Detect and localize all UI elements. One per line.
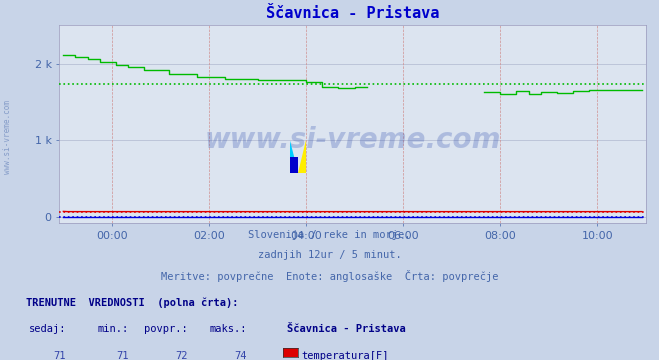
Polygon shape	[290, 140, 298, 173]
Text: temperatura[F]: temperatura[F]	[301, 351, 389, 360]
Title: Ščavnica - Pristava: Ščavnica - Pristava	[266, 6, 440, 21]
Text: 72: 72	[175, 351, 188, 360]
Text: zadnjih 12ur / 5 minut.: zadnjih 12ur / 5 minut.	[258, 250, 401, 260]
Polygon shape	[298, 140, 306, 173]
Text: Slovenija / reke in morje.: Slovenija / reke in morje.	[248, 230, 411, 240]
Text: povpr.:: povpr.:	[144, 324, 188, 334]
Text: min.:: min.:	[98, 324, 129, 334]
Text: maks.:: maks.:	[210, 324, 247, 334]
Text: 74: 74	[235, 351, 247, 360]
Text: 71: 71	[116, 351, 129, 360]
Text: Ščavnica - Pristava: Ščavnica - Pristava	[287, 324, 405, 334]
Text: www.si-vreme.com: www.si-vreme.com	[204, 126, 501, 154]
Text: Meritve: povprečne  Enote: anglosaške  Črta: povprečje: Meritve: povprečne Enote: anglosaške Črt…	[161, 270, 498, 282]
Text: TRENUTNE  VREDNOSTI  (polna črta):: TRENUTNE VREDNOSTI (polna črta):	[26, 297, 239, 307]
Text: 71: 71	[53, 351, 66, 360]
Text: www.si-vreme.com: www.si-vreme.com	[3, 100, 13, 174]
Text: sedaj:: sedaj:	[28, 324, 66, 334]
Polygon shape	[290, 157, 298, 173]
